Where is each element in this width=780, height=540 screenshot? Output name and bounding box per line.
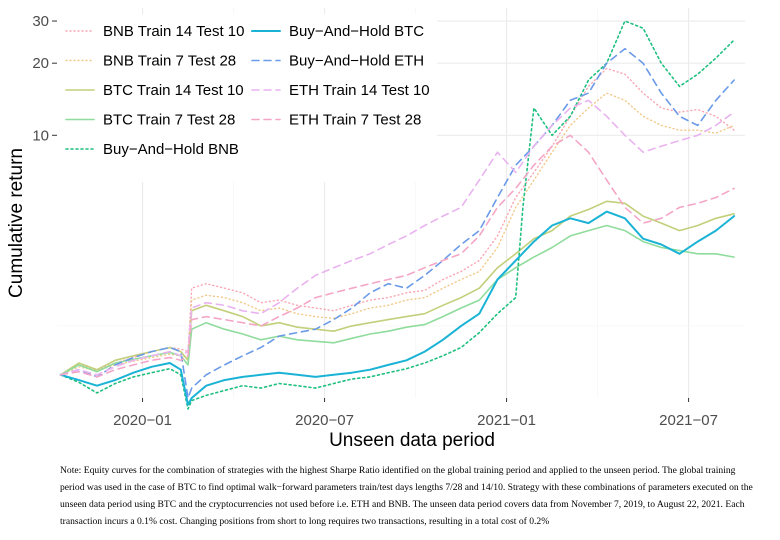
legend-label-8: ETH Train 7 Test 28 — [289, 112, 421, 129]
figure-note: Note: Equity curves for the combination … — [60, 465, 753, 527]
y-tick-label-0: 10 — [32, 127, 49, 144]
series-line-5 — [59, 210, 736, 406]
series-line-1 — [59, 92, 735, 376]
legend-label-3: BTC Train 7 Test 28 — [103, 112, 235, 129]
series-line-6 — [59, 47, 735, 399]
legend-label-0: BNB Train 14 Test 10 — [103, 23, 244, 40]
legend-label-4: Buy−And−Hold BNB — [103, 141, 239, 158]
x-tick-label-1: 2020−07 — [295, 412, 354, 429]
series-lines — [59, 20, 736, 410]
series-line-3 — [59, 224, 735, 376]
series-line-0 — [59, 67, 735, 376]
x-tick-label-2: 2021−01 — [477, 412, 536, 429]
legend-label-1: BNB Train 7 Test 28 — [103, 53, 236, 70]
y-axis-ticks: 10 20 30 — [32, 13, 57, 144]
y-tick-label-2: 30 — [32, 13, 49, 30]
legend-label-2: BTC Train 14 Test 10 — [103, 82, 244, 99]
series-line-7 — [59, 99, 735, 376]
series-line-4 — [59, 20, 735, 410]
legend-label-7: ETH Train 14 Test 10 — [289, 82, 430, 99]
y-tick-label-1: 20 — [32, 55, 49, 72]
x-tick-label-0: 2020−01 — [113, 412, 172, 429]
legend-label-5: Buy−And−Hold BTC — [289, 23, 424, 40]
equity-curves-chart: 10 20 30 2020−01 2020−07 2021−01 2021−07 BNB … — [6, 8, 745, 451]
legend-label-6: Buy−And−Hold ETH — [289, 53, 424, 70]
legend-background — [57, 14, 437, 182]
series-line-8 — [59, 134, 735, 378]
legend: BNB Train 14 Test 10 BNB Train 7 Test 28 B… — [65, 23, 430, 158]
x-axis-ticks: 2020−01 2020−07 2021−01 2021−07 — [113, 398, 718, 429]
y-axis-title: Cumulative return — [6, 148, 27, 298]
x-axis-title: Unseen data period — [329, 430, 495, 451]
x-tick-label-3: 2021−07 — [659, 412, 718, 429]
